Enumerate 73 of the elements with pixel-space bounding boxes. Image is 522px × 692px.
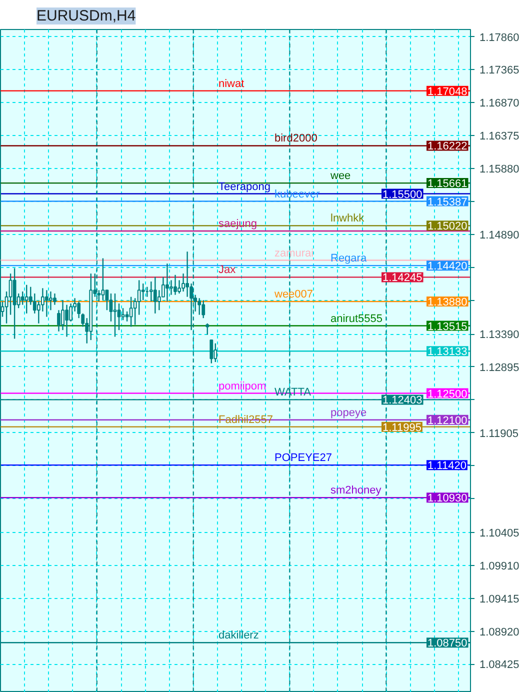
annotation: 1.15020	[428, 220, 468, 233]
y-tick-label: 1.15880	[480, 163, 520, 176]
candlestick	[101, 258, 105, 301]
annotation: 1.08750	[428, 638, 468, 650]
y-tick-label: 1.09415	[480, 593, 520, 606]
candlestick	[170, 280, 173, 296]
annotation: 1.13515	[428, 320, 468, 333]
y-tick-label: 1.11905	[480, 428, 518, 440]
ref-line-label: dakillerz	[218, 630, 259, 642]
candlestick	[202, 300, 206, 319]
annotation: 1.14245	[382, 272, 422, 284]
candlestick	[49, 290, 52, 311]
ref-line-label: bird2000	[274, 132, 318, 145]
ref-line-label: Jax	[218, 264, 236, 276]
candlestick	[65, 304, 68, 338]
annotation: 1.15387	[428, 196, 468, 208]
candlestick	[153, 276, 157, 314]
annotation: 1.17048	[428, 86, 468, 98]
annotation: 1.16222	[428, 140, 468, 153]
annotation: 1.15500	[382, 188, 422, 201]
ref-line-label: niwat	[218, 78, 244, 90]
candlestick	[121, 308, 125, 321]
ref-line-label: anirut5555	[330, 312, 382, 325]
y-tick-label: 1.16375	[480, 130, 520, 143]
ref-line-label: wee	[330, 170, 351, 182]
candlestick	[129, 296, 133, 328]
annotation: 1.13133	[428, 346, 468, 358]
ref-line-label: wee007	[274, 288, 314, 300]
y-tick-label: 1.10405	[480, 528, 520, 540]
candlestick	[149, 280, 153, 302]
candlestick	[206, 322, 210, 336]
candlestick	[214, 342, 218, 363]
y-tick-label: 1.17860	[480, 32, 520, 44]
y-tick-label: 1.09910	[480, 560, 520, 572]
candlestick	[141, 282, 145, 301]
candlestick	[210, 339, 214, 364]
candlestick	[198, 298, 202, 316]
ref-line-label: lnwhkk	[330, 212, 365, 225]
candlestick	[113, 292, 117, 338]
annotation: 1.12100	[428, 414, 468, 427]
ref-line-label: Teerapong	[218, 180, 270, 193]
ref-line-label: POPEYE27	[274, 452, 332, 464]
y-tick-label: 1.08425	[480, 659, 520, 672]
ref-line-label: sm2honey	[330, 484, 382, 497]
ref-line-label: popeye	[330, 406, 367, 419]
candlestick	[109, 292, 113, 322]
candlestick	[166, 262, 169, 302]
annotation: 1.11995	[382, 422, 422, 434]
y-tick-label: 1.13390	[480, 329, 520, 342]
candlestick	[20, 290, 24, 306]
annotation: 1.10930	[428, 492, 468, 505]
y-tick-label: 1.16870	[480, 98, 520, 110]
chart-title: EURUSDm,H4	[36, 8, 136, 24]
candlestick	[137, 280, 141, 316]
candlestick	[57, 310, 60, 332]
candlestick	[174, 274, 177, 296]
annotation: 1.12403	[382, 394, 422, 407]
candlestick	[8, 272, 12, 316]
y-tick-label: 1.08920	[480, 626, 520, 638]
annotation: 1.15661	[428, 178, 468, 190]
candlestick	[44, 290, 48, 318]
y-tick-label: 1.14890	[480, 229, 520, 242]
candlestick	[24, 284, 28, 314]
y-tick-label: 1.17365	[480, 64, 520, 77]
annotation: 1.11420	[428, 460, 466, 472]
annotation: 1.14420	[428, 260, 468, 273]
ref-line-label: Regara	[330, 252, 368, 265]
candlestick	[125, 310, 129, 322]
annotation: 1.13880	[428, 296, 468, 308]
candlestick	[117, 302, 121, 331]
annotation: 1.12500	[428, 388, 468, 400]
ref-line-label: pomiipom	[218, 380, 266, 392]
y-tick-label: 1.12895	[480, 362, 520, 374]
